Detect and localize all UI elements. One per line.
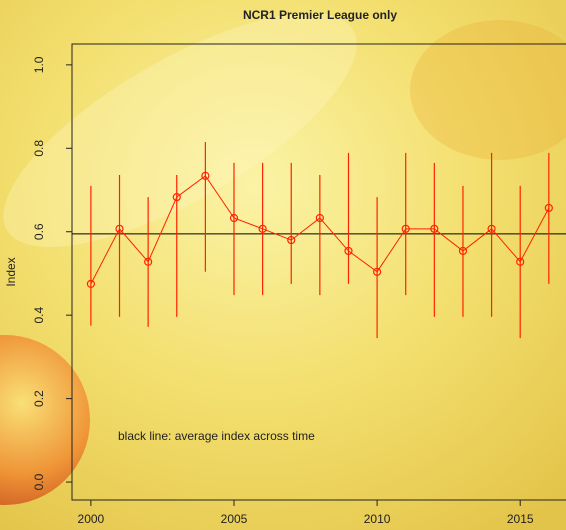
point bbox=[344, 246, 353, 256]
point bbox=[258, 224, 267, 233]
y-tick-label: 0.8 bbox=[32, 140, 46, 157]
point bbox=[401, 224, 410, 233]
point bbox=[229, 213, 239, 223]
background-streak bbox=[3, 13, 357, 247]
point bbox=[458, 246, 468, 256]
point bbox=[487, 224, 496, 233]
point bbox=[287, 235, 296, 245]
point bbox=[201, 171, 210, 180]
plot-frame bbox=[71, 43, 566, 501]
background-ball bbox=[0, 335, 90, 505]
y-tick-label: 0.2 bbox=[32, 390, 46, 407]
series-line bbox=[90, 175, 550, 285]
point bbox=[430, 224, 439, 233]
x-tick-label: 2000 bbox=[78, 512, 105, 526]
point bbox=[172, 193, 181, 202]
point bbox=[544, 203, 553, 213]
y-tick-label: 0.6 bbox=[32, 223, 46, 240]
point bbox=[115, 224, 124, 233]
x-tick-label: 2010 bbox=[364, 512, 391, 526]
y-tick-label: 0.0 bbox=[32, 473, 46, 490]
y-axis-label: Index bbox=[4, 257, 18, 286]
chart-title: NCR1 Premier League only bbox=[243, 8, 397, 22]
point bbox=[516, 257, 525, 266]
annotation: black line: average index across time bbox=[118, 429, 315, 443]
y-tick-label: 1.0 bbox=[32, 56, 46, 73]
point bbox=[144, 257, 153, 266]
point bbox=[86, 279, 95, 288]
x-tick-label: 2005 bbox=[221, 512, 248, 526]
point bbox=[373, 267, 382, 276]
x-tick-label: 2015 bbox=[507, 512, 534, 526]
y-tick-label: 0.4 bbox=[32, 307, 46, 324]
point bbox=[315, 213, 324, 223]
background-blob bbox=[410, 20, 566, 160]
